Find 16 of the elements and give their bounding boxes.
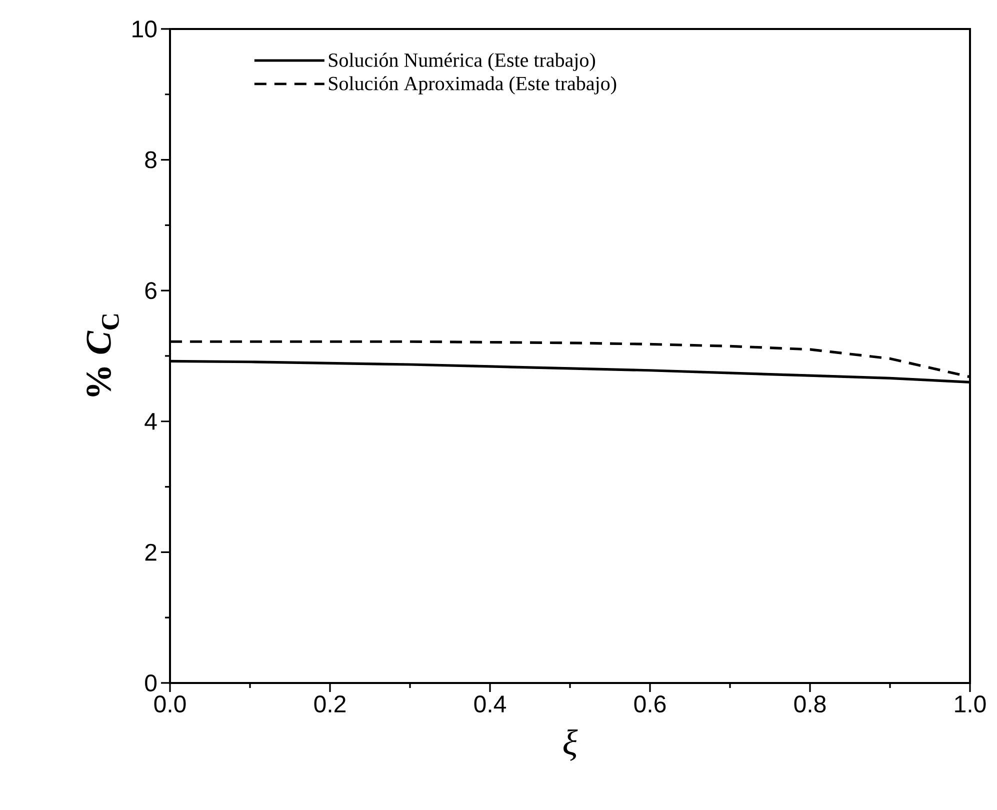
x-tick-label: 0.8: [794, 696, 826, 713]
y-tick-label: 8: [145, 151, 156, 168]
y-tick-label: 0: [145, 674, 157, 692]
x-tick-label: 0.2: [314, 696, 346, 713]
y-tick-label: 4: [144, 413, 157, 430]
legend-label: Solución Numérica (Este trabajo): [328, 52, 596, 71]
x-tick-label: 0.4: [474, 696, 506, 713]
x-tick-label: 0.6: [634, 696, 666, 713]
y-tick-label: 10: [132, 20, 157, 38]
legend-label: Solución Aproximada (Este trabajo): [328, 76, 616, 94]
x-tick-label: 1.0: [955, 696, 986, 713]
y-tick-label: 2: [145, 544, 156, 561]
y-axis-title: % C$_{C}$: [86, 314, 119, 396]
x-axis-title: ξ: [564, 729, 578, 761]
y-tick-label: 6: [145, 282, 156, 300]
x-tick-label: 0.0: [154, 696, 186, 713]
